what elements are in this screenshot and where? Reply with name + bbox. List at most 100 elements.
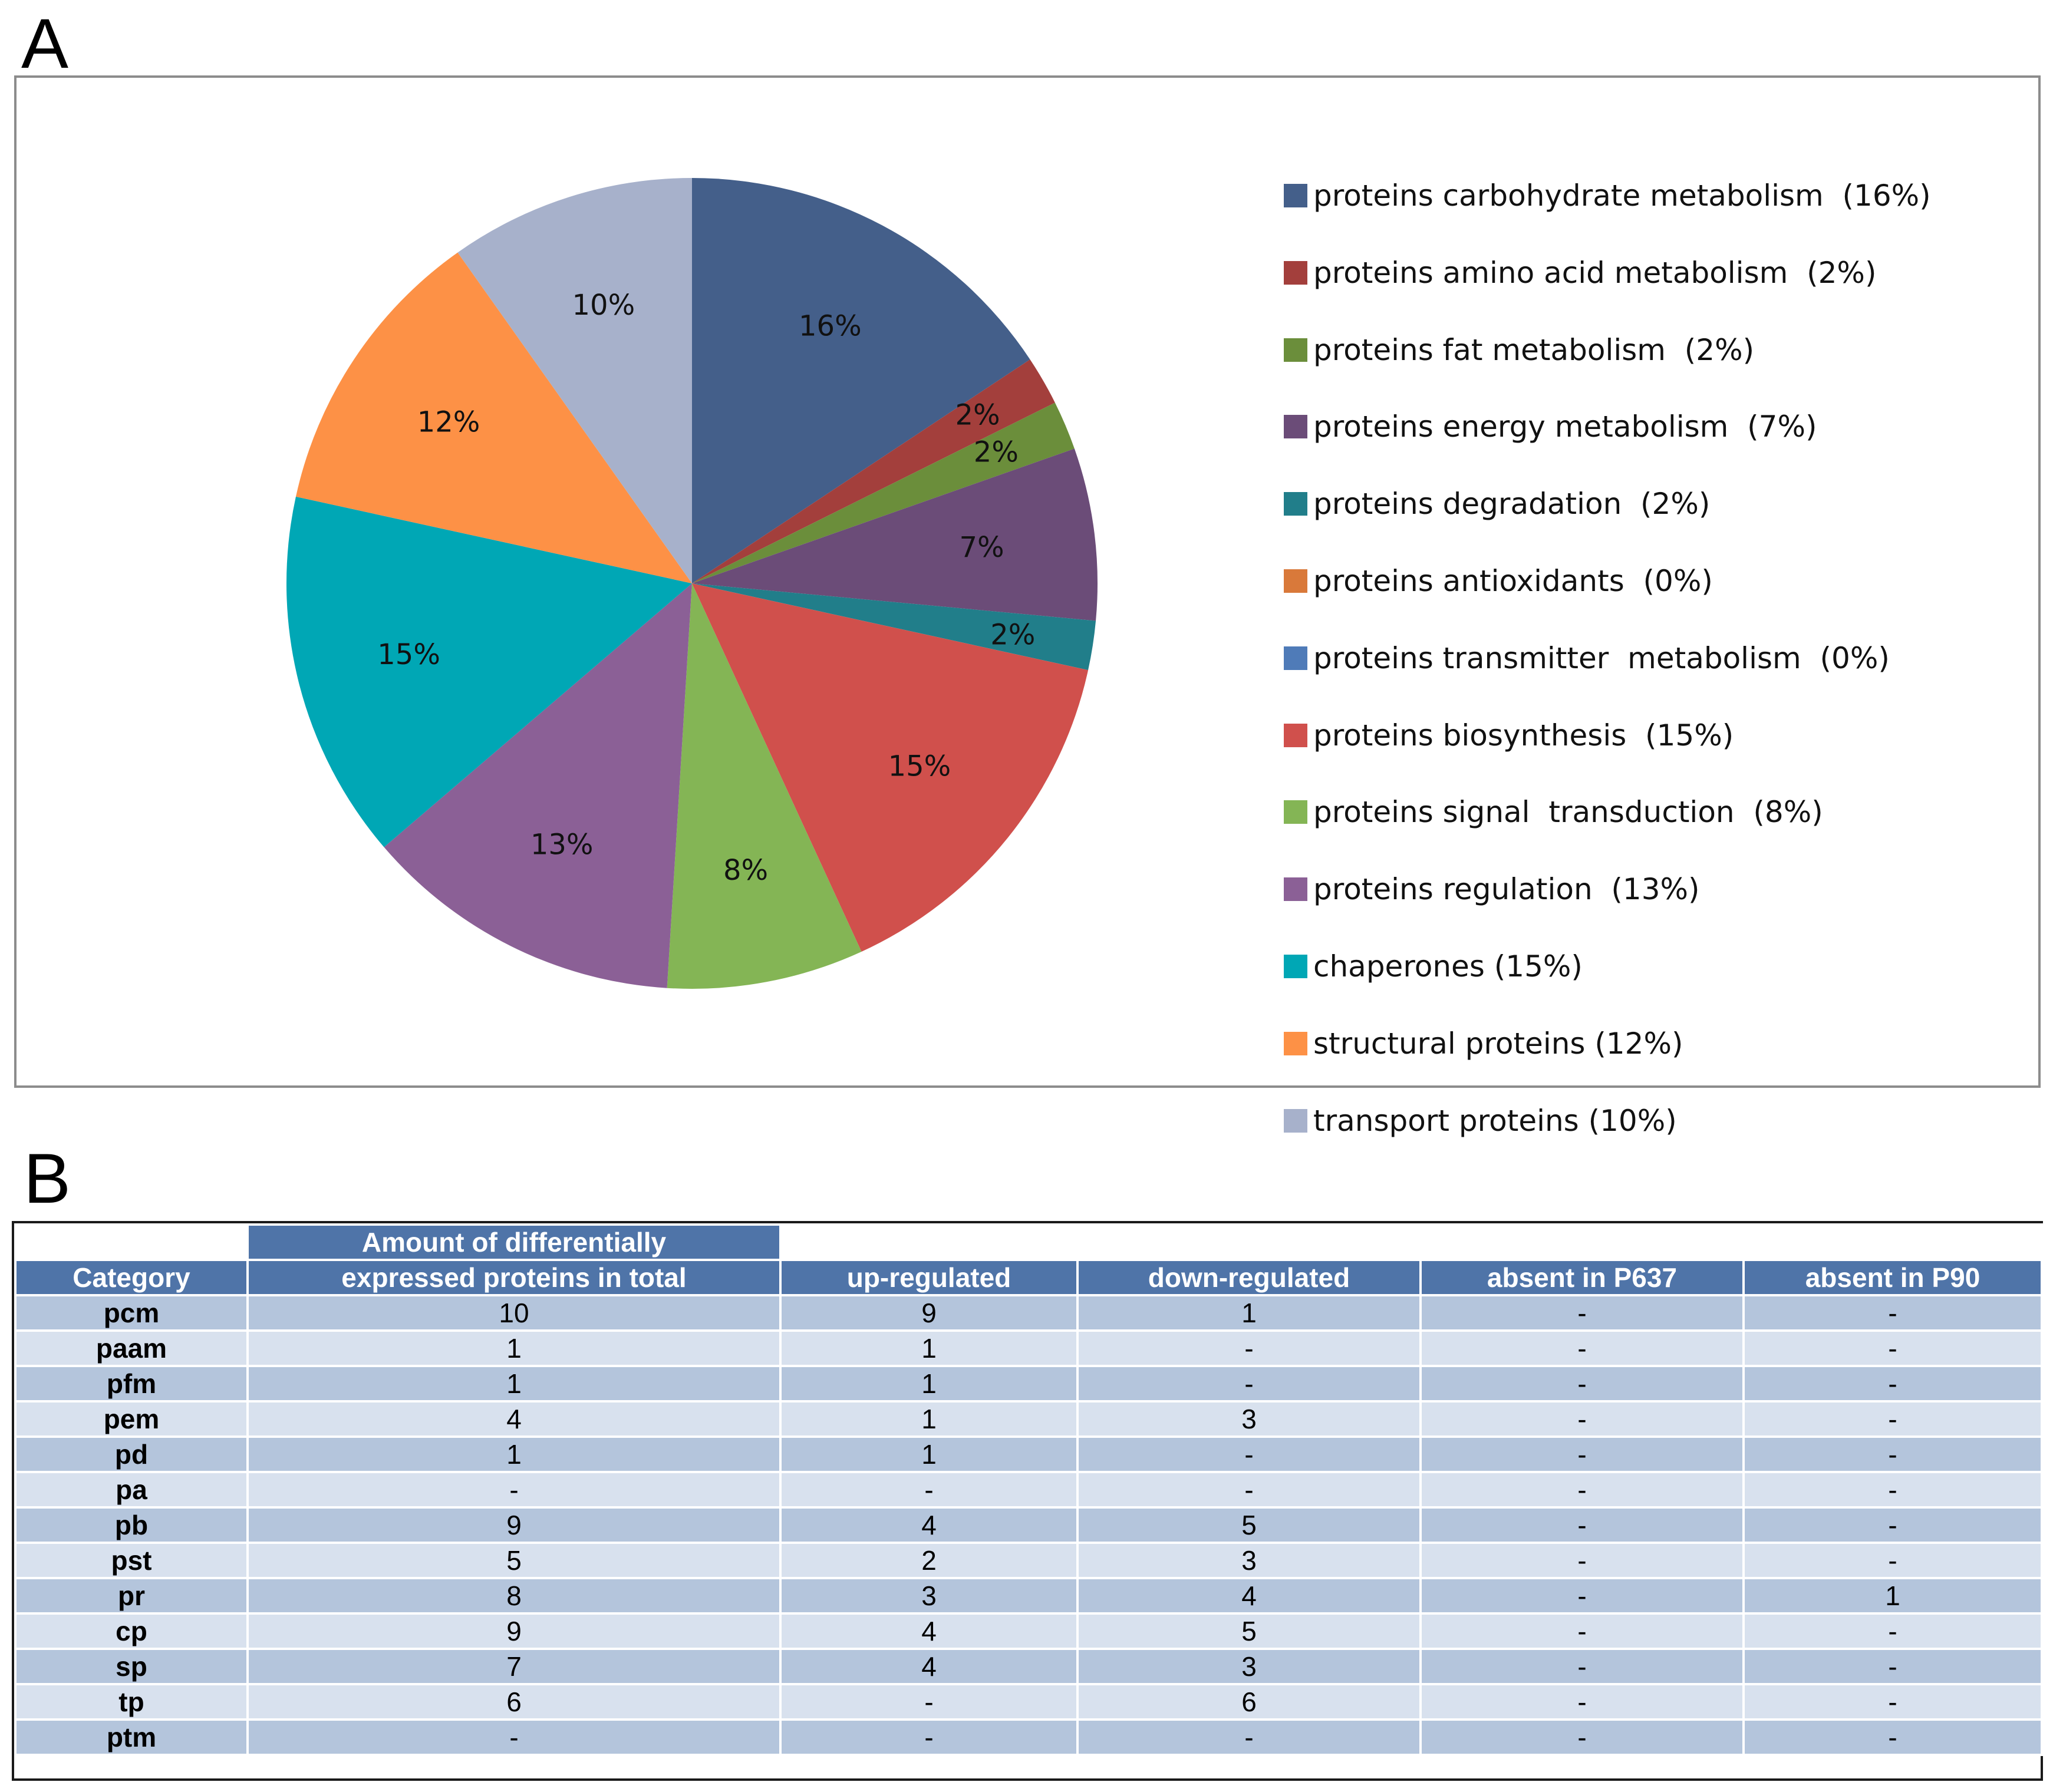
pie-slice-3 — [692, 448, 1098, 621]
table-row: pr 8 3 4-1 — [14, 1577, 2043, 1615]
category-cell: pfm — [14, 1365, 249, 1402]
value-cell: - — [779, 1683, 1079, 1721]
protein-table: Amount of differentially Category express… — [12, 1221, 2043, 1781]
value-cell: - — [246, 1471, 782, 1509]
amount-header-top: Amount of differentially — [246, 1223, 782, 1261]
value-cell: - — [1419, 1329, 1745, 1367]
value-cell: 5 — [1076, 1506, 1422, 1544]
legend-label-0: proteins carbohydrate metabolism (16%) — [1313, 179, 1931, 213]
value-cell: 3 — [1076, 1542, 1422, 1579]
pie-slice-label-0: 16% — [799, 310, 862, 343]
value-cell: - — [1076, 1718, 1422, 1756]
category-cell: pcm — [14, 1294, 249, 1332]
category-cell: pr — [14, 1577, 249, 1615]
legend-label-8: proteins signal transduction (8%) — [1313, 795, 1823, 830]
value-cell: - — [1742, 1329, 2043, 1367]
category-cell: cp — [14, 1612, 249, 1650]
category-cell: ptm — [14, 1718, 249, 1756]
legend-label-12: transport proteins (10%) — [1313, 1103, 1677, 1138]
legend-label-3: proteins energy metabolism (7%) — [1313, 410, 1817, 444]
legend-swatch-0 — [1284, 184, 1307, 207]
legend-item-3: proteins energy metabolism (7%) — [1284, 409, 1817, 444]
legend-item-11: structural proteins (12%) — [1284, 1026, 1683, 1061]
pie-slice-label-2: 2% — [974, 435, 1019, 468]
legend-swatch-7 — [1284, 723, 1307, 747]
pie-slice-label-8: 8% — [723, 854, 768, 887]
value-cell: - — [1419, 1294, 1745, 1332]
value-cell: - — [1419, 1683, 1745, 1721]
pie-slice-12 — [457, 178, 692, 583]
value-cell: - — [1742, 1400, 2043, 1438]
value-cell: 4 — [779, 1612, 1079, 1650]
pie-slice-9 — [384, 583, 692, 988]
legend-label-6: proteins transmitter metabolism (0%) — [1313, 641, 1890, 675]
pie-slice-label-10: 15% — [377, 638, 440, 671]
legend-item-1: proteins amino acid metabolism (2%) — [1284, 255, 1876, 291]
blank-header-cell — [14, 1223, 249, 1261]
category-cell: pb — [14, 1506, 249, 1544]
panel-b-letter: B — [24, 1139, 71, 1218]
pie-chart: 16% 2% 2% 7% 2% 15% 8% 13% 15% 12% 10% — [286, 178, 1098, 989]
value-cell: - — [1076, 1435, 1422, 1473]
value-cell: - — [1419, 1471, 1745, 1509]
value-cell: - — [1076, 1329, 1422, 1367]
value-cell: - — [1742, 1683, 2043, 1721]
value-cell: 1 — [246, 1435, 782, 1473]
table-row: tp 6-6- - — [14, 1683, 2043, 1721]
table-row: pb 9 4 5- - — [14, 1506, 2043, 1544]
column-header-3: down-regulated — [1076, 1259, 1422, 1296]
value-cell: - — [1742, 1506, 2043, 1544]
legend-item-4: proteins degradation (2%) — [1284, 486, 1710, 522]
legend-item-7: proteins biosynthesis (15%) — [1284, 718, 1734, 753]
pie-slice-label-3: 7% — [960, 531, 1004, 564]
value-cell: 1 — [779, 1400, 1079, 1438]
legend-item-0: proteins carbohydrate metabolism (16%) — [1284, 178, 1931, 213]
pie-slice-label-7: 15% — [888, 750, 951, 783]
value-cell: - — [1742, 1612, 2043, 1650]
value-cell: 3 — [779, 1577, 1079, 1615]
legend-label-9: proteins regulation (13%) — [1313, 872, 1700, 907]
legend-swatch-3 — [1284, 415, 1307, 439]
table-row: sp 7 4 3- - — [14, 1648, 2043, 1685]
value-cell: 3 — [1076, 1400, 1422, 1438]
pie-slice-label-1: 2% — [955, 398, 1000, 431]
legend-swatch-2 — [1284, 338, 1307, 362]
table-row: paam 1 1- - - — [14, 1329, 2043, 1367]
value-cell: 5 — [1076, 1612, 1422, 1650]
value-cell: 9 — [246, 1506, 782, 1544]
pie-slice-2 — [692, 402, 1075, 583]
value-cell: 9 — [246, 1612, 782, 1650]
column-header-4: absent in P637 — [1419, 1259, 1745, 1296]
pie-slice-label-11: 12% — [417, 405, 480, 438]
value-cell: - — [1419, 1542, 1745, 1579]
blank-header-span — [779, 1223, 2043, 1261]
legend-swatch-4 — [1284, 492, 1307, 516]
value-cell: - — [1742, 1435, 2043, 1473]
value-cell: 6 — [246, 1683, 782, 1721]
legend-item-8: proteins signal transduction (8%) — [1284, 794, 1823, 830]
legend-item-6: proteins transmitter metabolism (0%) — [1284, 641, 1890, 676]
pie-slice-10 — [286, 496, 692, 847]
value-cell: - — [1419, 1648, 1745, 1685]
category-cell: tp — [14, 1683, 249, 1721]
value-cell: 1 — [779, 1435, 1079, 1473]
legend-label-1: proteins amino acid metabolism (2%) — [1313, 255, 1877, 290]
value-cell: - — [1419, 1718, 1745, 1756]
value-cell: - — [1742, 1294, 2043, 1332]
value-cell: 4 — [779, 1506, 1079, 1544]
value-cell: 7 — [246, 1648, 782, 1685]
column-header-5: absent in P90 — [1742, 1259, 2043, 1296]
value-cell: - — [1742, 1718, 2043, 1756]
legend-item-5: proteins antioxidants (0%) — [1284, 563, 1713, 599]
value-cell: 4 — [779, 1648, 1079, 1685]
pie-chart-panel: 16% 2% 2% 7% 2% 15% 8% 13% 15% 12% 10% proteins ca… — [14, 75, 2041, 1138]
pie-slice-1 — [692, 359, 1055, 583]
table-row: pcm 10 9 1- - — [14, 1294, 2043, 1332]
value-cell: 10 — [246, 1294, 782, 1332]
value-cell: - — [1419, 1365, 1745, 1402]
category-cell: pa — [14, 1471, 249, 1509]
legend-swatch-10 — [1284, 955, 1307, 978]
pie-slice-label-4: 2% — [990, 619, 1035, 652]
table-row: pd 1 1- - - — [14, 1435, 2043, 1473]
value-cell: 1 — [246, 1329, 782, 1367]
